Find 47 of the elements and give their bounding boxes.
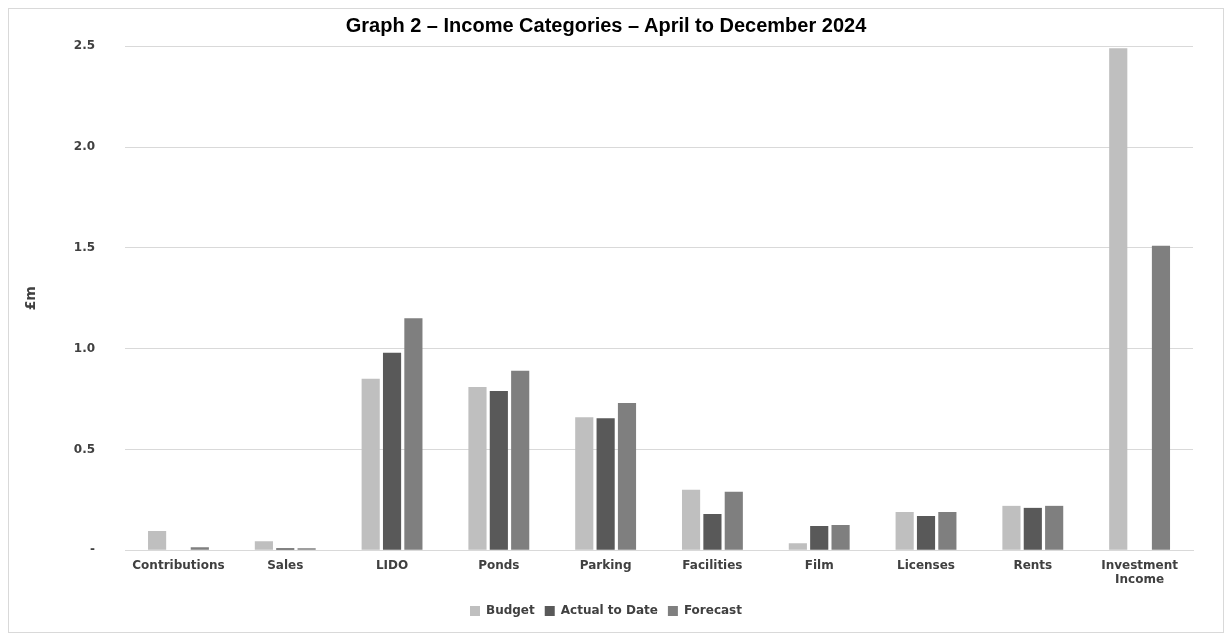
y-tick-label: 0.5 xyxy=(73,441,96,456)
x-tick-label: Licenses xyxy=(897,557,956,572)
bar xyxy=(916,515,936,550)
y-tick-label: 1.0 xyxy=(73,340,96,355)
bar xyxy=(190,547,209,550)
bar xyxy=(404,318,423,550)
x-tick-label: Investment Income xyxy=(1101,557,1179,586)
bar xyxy=(895,511,914,550)
legend-label: Budget xyxy=(486,603,535,618)
y-tick-label: - xyxy=(90,542,96,557)
bar xyxy=(724,491,743,550)
bar xyxy=(382,352,402,550)
x-tick-label: Rents xyxy=(1013,557,1053,572)
bar xyxy=(703,513,722,550)
bar xyxy=(831,525,850,550)
y-axis-title: £m xyxy=(22,286,39,311)
y-tick-label: 2.5 xyxy=(73,38,96,53)
bar xyxy=(788,543,807,550)
x-tick-label: Ponds xyxy=(478,557,520,572)
x-tick-label: Contributions xyxy=(132,557,225,572)
bar xyxy=(681,489,701,550)
x-tick-label: Parking xyxy=(579,557,632,572)
bar xyxy=(596,418,615,550)
chart-title: Graph 2 – Income Categories – April to December 2024 xyxy=(345,13,868,36)
x-tick-label: Film xyxy=(804,557,834,572)
bar xyxy=(1002,505,1021,550)
bar xyxy=(511,370,530,550)
bar xyxy=(254,541,273,550)
bar xyxy=(361,378,380,550)
bar xyxy=(938,511,957,550)
legend-label: Forecast xyxy=(683,603,743,618)
legend-label: Actual to Date xyxy=(560,603,658,618)
bar xyxy=(489,390,508,550)
y-tick-label: 2.0 xyxy=(73,139,96,154)
bar xyxy=(810,526,829,550)
y-tick-label: 1.5 xyxy=(73,239,96,254)
bar xyxy=(148,531,167,550)
bar xyxy=(1151,245,1171,550)
x-tick-label: Sales xyxy=(267,557,304,572)
bar xyxy=(1023,507,1042,550)
bar xyxy=(468,386,487,550)
bar xyxy=(575,417,594,550)
bar xyxy=(617,403,637,550)
x-tick-label: Facilities xyxy=(682,557,743,572)
bar xyxy=(1109,48,1128,550)
bar xyxy=(1045,505,1064,550)
x-tick-label: LIDO xyxy=(375,557,409,572)
